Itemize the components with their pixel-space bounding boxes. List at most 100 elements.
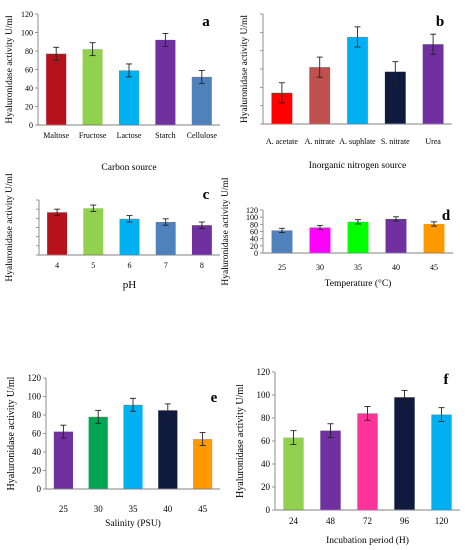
y-tick-label: 20 xyxy=(261,482,271,492)
panel-f: 0 20 40 60 80 100 120 24 48 72 96 120 Hyaluronidase … xyxy=(235,367,460,546)
x-tick-label: 7 xyxy=(164,261,168,270)
panel-b: A. acetate A. nitrate A. suphlate S. nitrat… xyxy=(240,13,452,171)
bar-35 xyxy=(347,221,369,253)
y-axis-label: Hyaluronidase activity U/ml xyxy=(5,173,15,282)
x-tick-label: Fructose xyxy=(79,131,107,140)
y-tick-label: 40 xyxy=(25,84,33,93)
bar-72 xyxy=(357,413,378,510)
bar-5 xyxy=(83,208,104,255)
bar-24 xyxy=(283,437,304,510)
bar-35 xyxy=(123,404,143,489)
x-tick-label: 40 xyxy=(392,263,400,272)
x-tick-label: A. nitrate xyxy=(305,137,336,146)
x-tick-label: 96 xyxy=(400,516,410,526)
bar-48 xyxy=(320,430,341,510)
y-tick-label: 40 xyxy=(261,459,271,469)
bar-fructose xyxy=(82,49,103,125)
bar-s-nitrate xyxy=(384,71,406,124)
bar-a-acetate xyxy=(271,92,293,124)
x-axis-label: Temperature (°C) xyxy=(325,278,392,289)
y-axis-label: Hyaluronidase activity U/ml xyxy=(221,177,231,286)
x-axis-label: Inorganic nitrogen source xyxy=(309,161,406,171)
y-axis-label: Hyaluronidase activity U/ml xyxy=(240,15,250,124)
y-tick-label: 0 xyxy=(254,249,258,258)
x-tick-label: 72 xyxy=(363,516,372,526)
panel-e: 0 20 40 60 80 100 120 25 30 35 40 45 Hyaluronidase a… xyxy=(6,373,220,529)
x-tick-label: 25 xyxy=(59,504,69,514)
y-tick-label: 0 xyxy=(37,484,42,494)
panel-letter: d xyxy=(442,208,451,224)
panel-letter: a xyxy=(202,14,210,30)
bar-45 xyxy=(193,439,213,489)
y-tick-label: 60 xyxy=(32,429,42,439)
x-tick-label: S. nitrate xyxy=(381,137,410,146)
x-tick-label: 4 xyxy=(55,261,59,270)
y-tick-label: 80 xyxy=(32,410,42,420)
bar-urea xyxy=(422,44,444,124)
y-tick-label: 60 xyxy=(25,66,33,75)
x-axis-label: Carbon source xyxy=(101,163,156,173)
x-tick-label: 25 xyxy=(278,263,286,272)
panel-letter: c xyxy=(203,187,210,203)
y-axis-label: Hyaluronidase activity U/ml xyxy=(6,376,17,490)
y-tick-label: 120 xyxy=(246,206,258,215)
x-tick-label: 45 xyxy=(198,504,208,514)
x-tick-label: 30 xyxy=(316,263,324,272)
x-axis-label: Incubation period (H) xyxy=(326,535,409,546)
x-tick-label: Cellulose xyxy=(187,131,218,140)
y-tick-label: 40 xyxy=(32,447,42,457)
x-tick-label: 35 xyxy=(354,263,362,272)
x-tick-label: 6 xyxy=(128,261,132,270)
panel-letter: b xyxy=(436,14,444,30)
y-tick-label: 100 xyxy=(257,390,271,400)
bar-7 xyxy=(155,222,176,255)
bar-40 xyxy=(385,218,407,253)
x-tick-label: 45 xyxy=(430,263,438,272)
panel-a: 0 20 40 60 80 100 120 Maltose Fructose Lactose Sta… xyxy=(5,10,220,173)
bar-120 xyxy=(431,414,452,510)
y-tick-label: 20 xyxy=(25,103,33,112)
y-tick-label: 80 xyxy=(250,220,258,229)
y-tick-label: 100 xyxy=(246,213,258,222)
x-tick-label: A. suphlate xyxy=(339,137,376,146)
y-tick-label: 100 xyxy=(28,392,42,402)
bar-96 xyxy=(394,397,415,510)
y-tick-label: 0 xyxy=(29,121,33,130)
bar-30 xyxy=(309,227,331,253)
bar-25 xyxy=(53,431,73,489)
bar-8 xyxy=(191,225,212,255)
bar-lactose xyxy=(118,70,140,125)
y-tick-label: 120 xyxy=(257,367,271,377)
x-tick-label: A. acetate xyxy=(266,137,298,146)
x-axis-label: Salinity (PSU) xyxy=(105,518,161,529)
y-tick-label: 80 xyxy=(25,47,33,56)
panel-c: 4 5 6 7 8 Hyaluronidase activity U/ml pH c xyxy=(5,173,220,291)
x-tick-label: Starch xyxy=(155,131,175,140)
bar-a-nitrate xyxy=(309,67,331,124)
bar-25 xyxy=(271,230,293,253)
bar-starch xyxy=(155,39,176,125)
x-tick-label: Lactose xyxy=(117,131,142,140)
x-tick-label: 48 xyxy=(326,516,336,526)
y-tick-label: 60 xyxy=(250,228,258,237)
x-tick-label: 30 xyxy=(94,504,104,514)
y-tick-label: 40 xyxy=(250,235,258,244)
y-axis-label: Hyaluronidase activity U/ml xyxy=(5,15,15,124)
x-tick-label: 8 xyxy=(200,261,204,270)
y-tick-label: 20 xyxy=(250,242,258,251)
y-axis-label: Hyaluronidase activity U/ml xyxy=(235,384,246,498)
x-tick-label: Maltose xyxy=(43,131,69,140)
bar-cellulose xyxy=(191,76,212,125)
x-tick-label: 5 xyxy=(91,261,95,270)
y-tick-label: 100 xyxy=(21,29,33,38)
x-tick-label: 40 xyxy=(163,504,173,514)
y-tick-label: 80 xyxy=(261,413,271,423)
bar-4 xyxy=(47,212,68,255)
y-tick-label: 20 xyxy=(32,466,42,476)
x-tick-label: Urea xyxy=(425,137,441,146)
bar-6 xyxy=(119,218,140,255)
y-tick-label: 120 xyxy=(21,10,33,19)
bar-45 xyxy=(423,223,445,253)
